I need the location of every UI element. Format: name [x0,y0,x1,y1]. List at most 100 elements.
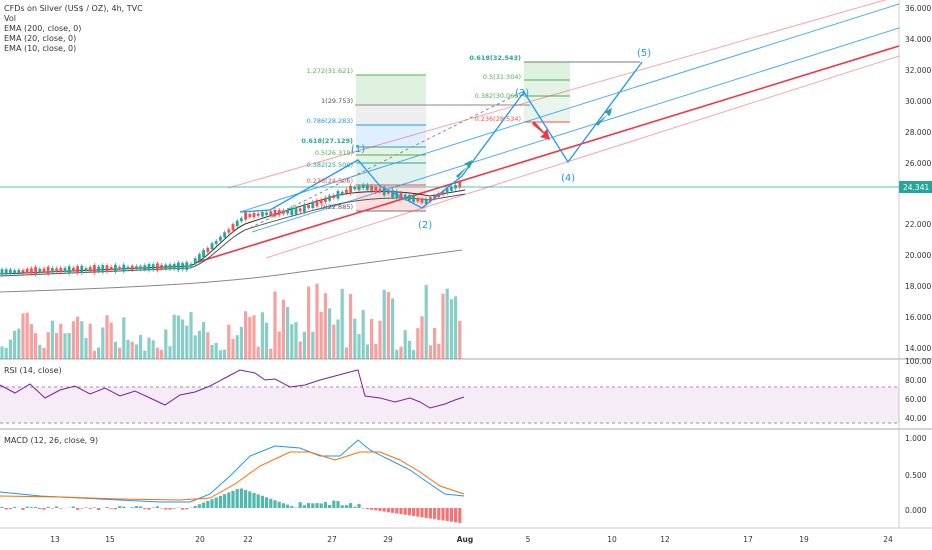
macd-histogram-bar [46,506,50,508]
macd-histogram-bar [38,508,42,510]
candle-body [219,236,222,241]
macd-histogram-bar [307,503,311,508]
macd-label[interactable]: MACD (12, 26, close, 9) [4,436,99,445]
volume-bar [311,331,315,359]
rocket-icon[interactable] [456,160,472,178]
macd-histogram-bar [449,508,453,522]
indicator-ema20[interactable]: EMA (20, close, 0) [4,34,77,43]
indicator-ema10[interactable]: EMA (10, close, 0) [4,44,77,53]
macd-histogram-bar [59,508,63,509]
volume-bar [71,321,75,359]
chart-legend: CFDs on Silver (US$ / OZ), 4h, TVC Vol E… [4,4,143,54]
candle-body [105,265,109,273]
volume-bar [332,324,336,359]
time-axis[interactable]: 13 15 20 22 27 29 Aug 5 10 12 17 19 24 [50,535,893,544]
candle-body [206,247,210,253]
volume-bar [147,337,151,359]
volume-bar [273,291,277,359]
channel-upper-red[interactable] [227,0,899,189]
time-axis-label: 13 [50,535,60,544]
price-axis-label: 20.000 [905,251,931,260]
candle-body [399,192,403,199]
volume-bar [391,298,395,359]
macd-histogram-bar [340,505,344,508]
volume-bar [445,288,449,359]
volume-bar [67,332,71,359]
candle-body [34,266,37,275]
volume-bar [25,312,29,359]
candle-body [403,194,407,199]
candle-body [151,264,155,271]
candle-body [412,195,415,203]
macd-histogram-bar [311,503,315,508]
candle-body [4,269,8,275]
macd-histogram-bar [374,508,378,511]
volume-bar [286,307,290,359]
fib-label: 1.272(31.621) [307,67,353,75]
macd-histogram-bar [71,506,75,508]
price-axis-label: 36.000 [905,4,931,13]
candle-body [67,266,71,274]
candle-body [72,267,75,272]
channel-lower-blue[interactable] [251,27,900,233]
candle-body [244,212,247,220]
macd-axis-label: 1.000 [905,434,927,443]
chart-title[interactable]: CFDs on Silver (US$ / OZ), 4h, TVC [4,4,143,13]
macd-histogram-bar [206,500,210,508]
volume-bar [302,331,306,359]
channel-lower-red[interactable] [265,55,900,259]
candle-body [294,207,298,215]
macd-axis[interactable]: 1.000 0.500 0.000 [905,434,927,515]
candle-body [135,266,138,270]
candle-body [122,264,126,272]
candle-body [88,266,92,272]
macd-histogram-bar [256,494,260,508]
red-arrow-icon[interactable] [532,121,550,140]
macd-histogram-bar [0,506,4,508]
macd-histogram-bar [134,506,138,508]
indicator-ema200[interactable]: EMA (200, close, 0) [4,24,82,33]
volume-bar [433,327,437,359]
macd-histogram-bar [168,508,172,510]
volume-bar [454,296,458,359]
macd-histogram-bar [214,497,218,508]
macd-histogram-bar [353,506,357,508]
time-axis-label: 12 [660,535,670,544]
macd-axis-label: 0.000 [905,506,927,515]
macd-histogram-bar [193,505,197,508]
macd-histogram-bar [122,506,126,508]
volume-bar [340,288,344,359]
candle-body [286,210,289,214]
rocket-icon[interactable] [596,108,612,126]
candle-body [340,191,344,195]
candle-body [307,205,310,209]
macd-histogram-bar [239,488,243,508]
volume-bar [197,330,201,359]
volume-bar [277,331,281,359]
macd-histogram-bar [277,501,281,508]
candle-body [172,264,176,269]
macd-histogram-bar [185,508,189,510]
candle-body [252,212,256,218]
time-axis-label: 24 [883,535,893,544]
volume-bar [206,332,210,359]
candle-body [290,207,294,216]
macd-histogram-bar [370,508,374,510]
elliott-wave-path[interactable] [239,61,643,213]
volume-bar [386,292,390,359]
macd-histogram-bar [113,508,117,510]
macd-histogram-bar [382,508,386,512]
macd-histogram-bar [55,506,59,508]
candle-body [315,200,319,207]
rsi-label[interactable]: RSI (14, close) [4,366,62,375]
price-axis[interactable]: 36.000 34.000 32.000 30.000 28.000 26.00… [905,4,931,353]
macd-histogram-bar [4,508,8,510]
channel-upper-blue[interactable] [239,3,900,213]
indicator-vol[interactable]: Vol [4,14,16,23]
channel-mid-red[interactable] [197,45,900,263]
fib-right-labels: 0.618(32.543) 0.5(31.304) 0.382(30.069) … [469,54,521,123]
macd-histogram-bar [42,508,46,510]
macd-histogram-bar [454,508,458,523]
rsi-axis[interactable]: 100.00 80.00 60.00 40.00 [905,357,931,423]
